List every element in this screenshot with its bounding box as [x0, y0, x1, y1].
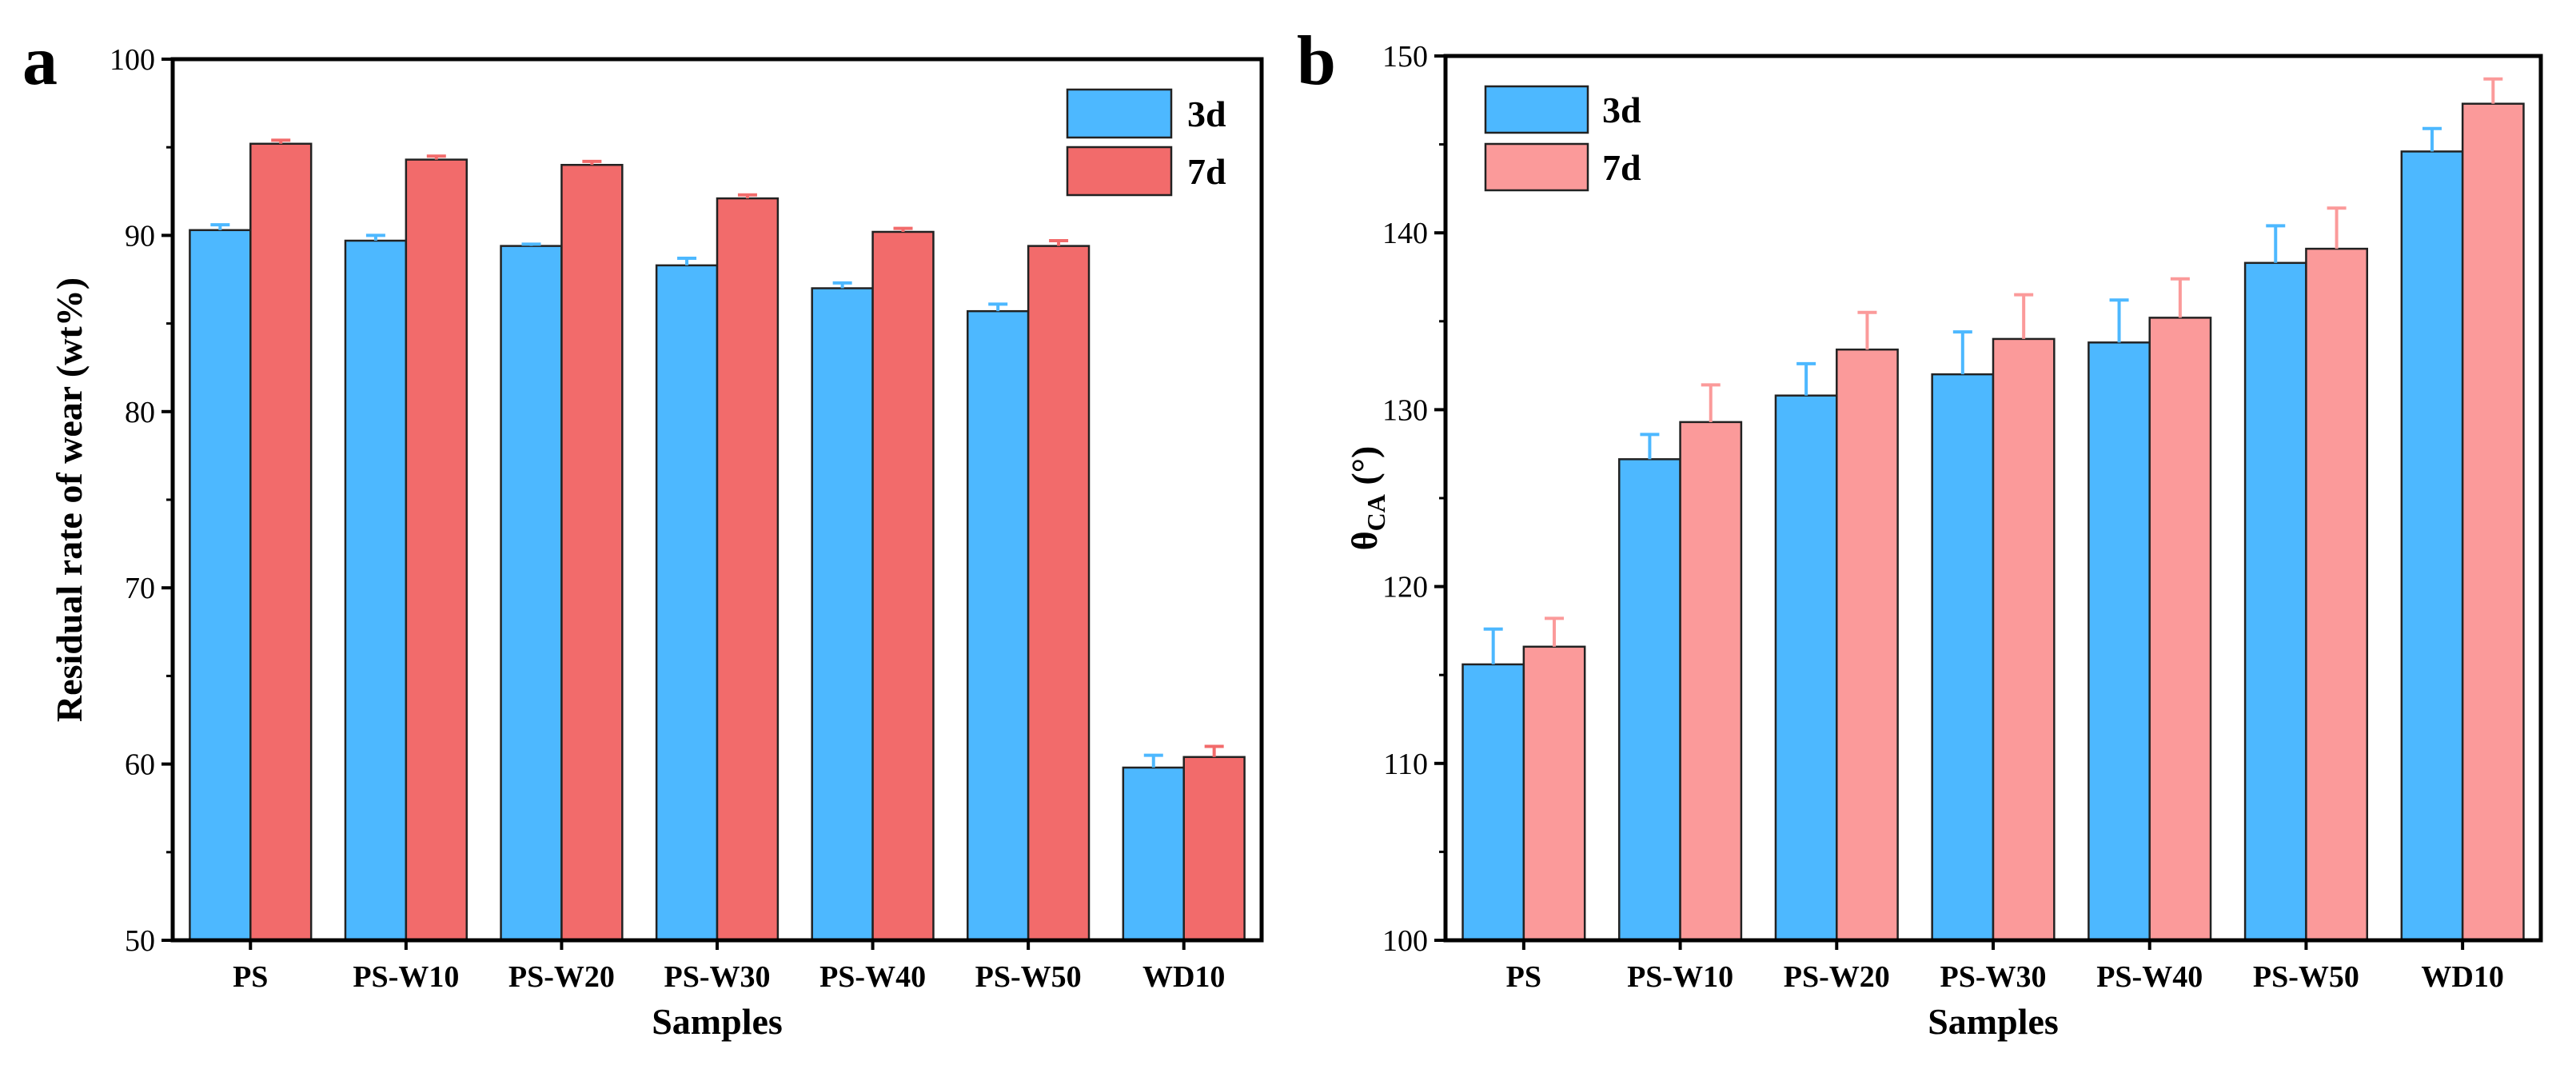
x-category-label: PS-W30 — [664, 960, 771, 994]
bar-3d-PS — [189, 229, 252, 942]
bar-7d-PS-W30 — [716, 197, 780, 942]
bar-3d-PS-W30 — [655, 264, 719, 942]
bar-3d-PS-W10 — [344, 239, 408, 942]
legend-swatch-3d — [1066, 88, 1173, 139]
legend-label-7d: 7d — [1187, 151, 1226, 192]
y-tick-label: 70 — [125, 572, 155, 605]
x-category-label: PS-W40 — [2096, 960, 2203, 994]
panel-b-y-axis-subscript: CA — [1362, 494, 1390, 531]
bar-7d-WD10 — [1182, 756, 1246, 942]
bar-7d-PS — [1522, 645, 1586, 942]
y-tick-label: 100 — [110, 43, 155, 77]
legend-label-7d: 7d — [1602, 147, 1641, 188]
panel-b-letter: b — [1297, 22, 1336, 100]
panel-a-letter: a — [22, 22, 58, 100]
x-category-label: PS-W20 — [508, 960, 615, 994]
legend-label-3d: 3d — [1187, 94, 1226, 134]
panel-b-y-axis-symbol: θ — [1344, 531, 1385, 550]
bar-3d-PS-W50 — [2243, 261, 2307, 942]
bar-3d-PS-W10 — [1617, 458, 1681, 942]
bar-3d-PS-W40 — [2088, 341, 2151, 942]
panel-a-plot-frame — [170, 57, 1264, 943]
y-tick-label: 90 — [125, 219, 155, 253]
x-category-label: PS-W20 — [1784, 960, 1890, 994]
legend-swatch-3d — [1484, 85, 1589, 134]
bar-3d-PS — [1461, 663, 1525, 942]
bar-7d-PS-W40 — [2148, 317, 2212, 942]
panel-b-plot-frame — [1443, 54, 2543, 943]
y-tick-label: 130 — [1382, 393, 1428, 427]
x-category-label: PS-W50 — [2253, 960, 2359, 994]
x-category-label: PS-W40 — [819, 960, 926, 994]
legend-label-3d: 3d — [1602, 90, 1641, 130]
y-tick-label: 150 — [1382, 40, 1428, 74]
bar-7d-PS-W20 — [560, 163, 624, 942]
x-category-label: PS-W30 — [1940, 960, 2047, 994]
bar-7d-PS-W50 — [1027, 245, 1091, 942]
bar-3d-PS-W50 — [967, 309, 1030, 942]
y-tick-label: 80 — [125, 396, 155, 429]
y-tick-label: 50 — [125, 924, 155, 958]
x-category-label: PS — [1506, 960, 1541, 994]
panel-b-y-axis-title: θCA (°) — [1344, 446, 1390, 551]
bar-3d-PS-W20 — [1774, 394, 1838, 942]
bar-7d-PS-W10 — [1679, 421, 1743, 942]
x-category-label: WD10 — [2421, 960, 2503, 994]
bar-3d-PS-W20 — [500, 245, 563, 942]
bar-7d-PS-W40 — [871, 230, 935, 942]
bar-3d-WD10 — [2400, 150, 2464, 942]
y-tick-label: 60 — [125, 748, 155, 782]
bar-7d-PS-W50 — [2305, 247, 2369, 942]
bar-7d-PS-W20 — [1836, 348, 1899, 942]
panel-a-x-axis-title: Samples — [652, 1001, 783, 1042]
x-category-label: WD10 — [1142, 960, 1225, 994]
bar-3d-PS-W40 — [811, 287, 874, 942]
panel-a-y-axis-title: Residual rate of wear (wt%) — [49, 277, 90, 722]
y-tick-label: 100 — [1382, 924, 1428, 958]
x-category-label: PS-W10 — [1627, 960, 1733, 994]
y-tick-label: 120 — [1382, 571, 1428, 604]
panel-b-x-axis-title: Samples — [1928, 1001, 2059, 1042]
x-category-label: PS-W10 — [353, 960, 459, 994]
x-category-label: PS-W50 — [975, 960, 1082, 994]
legend-swatch-7d — [1484, 142, 1589, 192]
legend-swatch-7d — [1066, 146, 1173, 197]
bar-7d-PS-W30 — [1992, 337, 2056, 942]
panel-b-chart: b 100 110 120 130 140 150 PS PS-W10 PS-W20 PS-W30… — [1297, 22, 2543, 1042]
bar-7d-PS — [249, 142, 313, 942]
y-tick-label: 140 — [1382, 217, 1428, 250]
panel-a-chart: a 50 60 70 80 90 100 PS PS-W10 PS-W20 PS-W30 PS-W4… — [22, 22, 1264, 1042]
y-tick-label: 110 — [1383, 748, 1428, 781]
bar-7d-WD10 — [2461, 102, 2525, 942]
bar-3d-PS-W30 — [1931, 373, 1995, 942]
panel-b-y-axis-unit: (°) — [1344, 446, 1385, 495]
bar-3d-WD10 — [1122, 766, 1185, 942]
x-category-label: PS — [233, 960, 268, 994]
bar-7d-PS-W10 — [405, 158, 468, 942]
